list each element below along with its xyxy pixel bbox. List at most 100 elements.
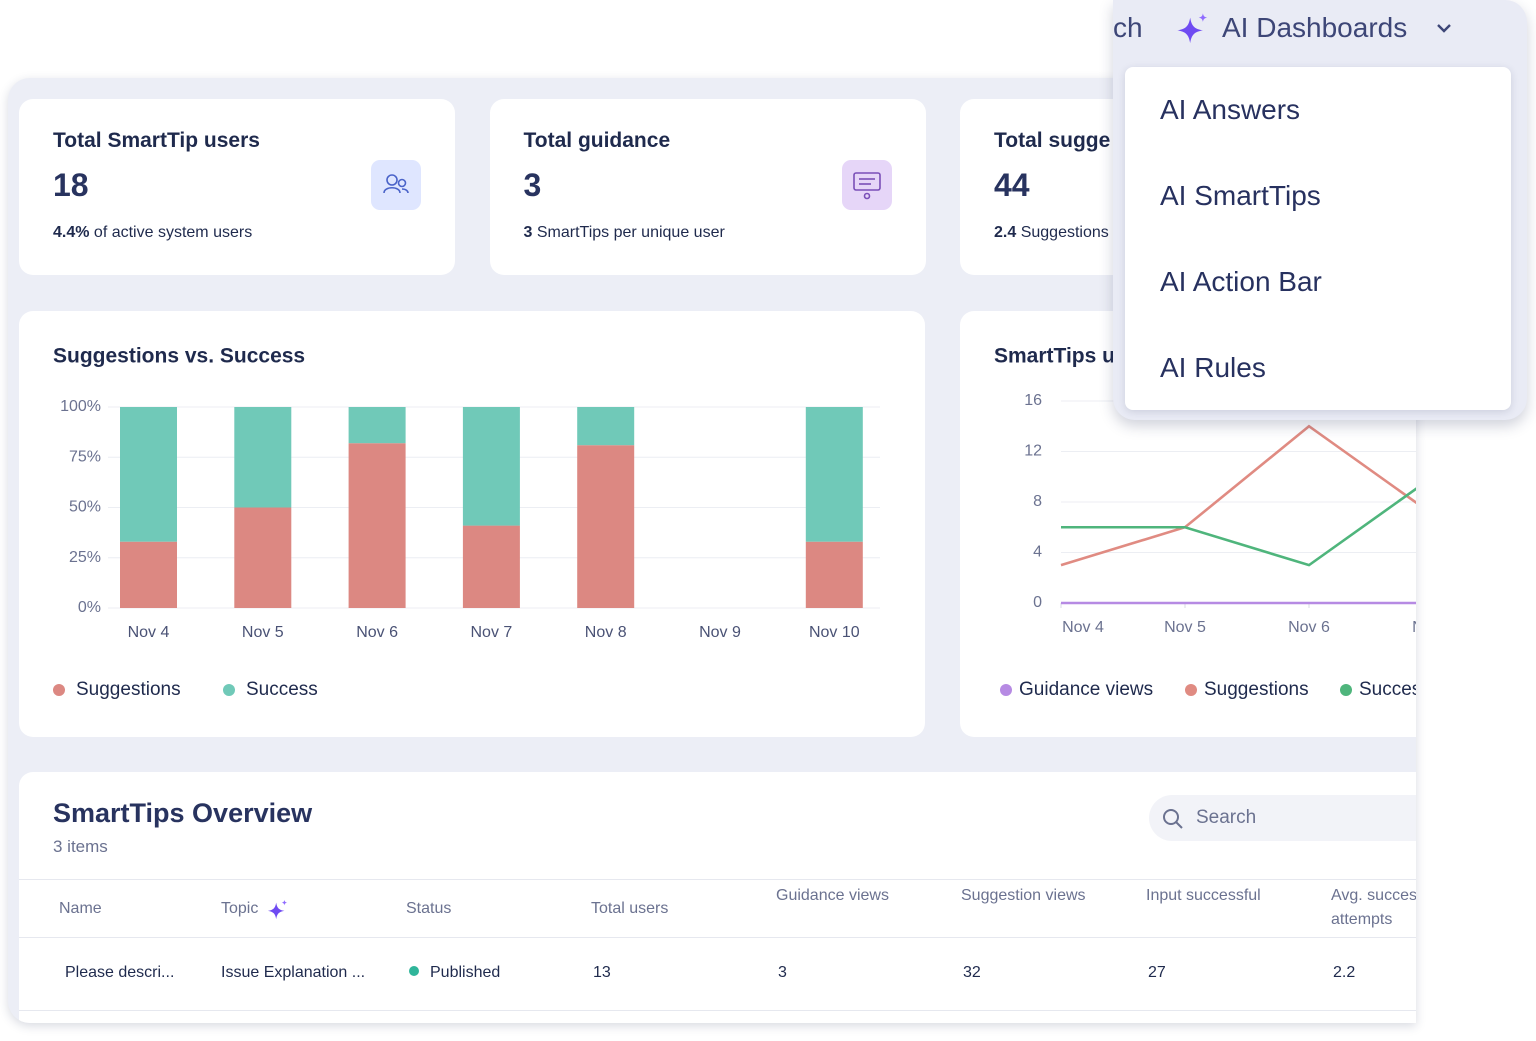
x-tick-label: Nov 9 bbox=[699, 624, 741, 641]
legend-marker bbox=[1000, 684, 1012, 696]
column-header: Name bbox=[59, 900, 102, 917]
kpi-value: 3 bbox=[523, 167, 542, 203]
table-cell: 27 bbox=[1148, 964, 1166, 981]
table-title: SmartTips Overview bbox=[53, 798, 313, 828]
menu: AI Answers AI SmartTips AI Action Bar AI Ru… bbox=[1125, 67, 1511, 410]
kpi-title: Total guidance bbox=[523, 129, 671, 152]
x-tick-label: Nov 10 bbox=[809, 624, 860, 641]
legend-label: Suggestions bbox=[76, 679, 181, 700]
x-tick-label: Nov 4 bbox=[128, 624, 170, 641]
menu-item[interactable]: AI Answers bbox=[1160, 94, 1301, 125]
kpi-subtitle: 3 SmartTips per unique user bbox=[524, 224, 725, 242]
column-header: Total users bbox=[591, 900, 669, 917]
x-tick-label: Nov 5 bbox=[1164, 619, 1206, 636]
search-placeholder: Search bbox=[1196, 807, 1257, 828]
y-tick-label: 75% bbox=[69, 448, 101, 465]
table-cell: 13 bbox=[593, 964, 611, 981]
table-cell: 32 bbox=[963, 964, 981, 981]
column-header: Topic bbox=[221, 900, 259, 917]
table-card: SmartTips Overview 3 items Search Name To… bbox=[19, 772, 1416, 1023]
bar-segment bbox=[462, 407, 520, 526]
series-line bbox=[1060, 424, 1416, 567]
column-header: Input successful bbox=[1146, 887, 1261, 904]
kpi-value: 18 bbox=[53, 167, 89, 203]
icon-shape bbox=[397, 178, 407, 188]
icon-shape bbox=[267, 902, 285, 920]
icon bbox=[383, 174, 409, 194]
kpi-sub-text: SmartTips per unique user bbox=[536, 224, 725, 241]
y-tick-label: 25% bbox=[69, 549, 101, 566]
column-header: Status bbox=[406, 900, 452, 917]
bar-segment bbox=[120, 541, 177, 608]
menu-item[interactable]: AI Action Bar bbox=[1160, 266, 1322, 297]
sparkle-icon bbox=[1177, 13, 1208, 44]
kpi-icon bbox=[371, 160, 421, 210]
icon-shape bbox=[386, 174, 398, 186]
icon-shape bbox=[281, 899, 288, 906]
column-header: Suggestion views bbox=[961, 887, 1086, 904]
menu-item[interactable]: AI Rules bbox=[1160, 352, 1266, 383]
column-header: Guidance views bbox=[776, 887, 889, 904]
bar-segment bbox=[348, 443, 406, 608]
legend-label: Success bbox=[1359, 679, 1416, 700]
search-icon bbox=[1163, 809, 1183, 829]
bar-segment bbox=[805, 541, 863, 608]
series-line bbox=[1061, 487, 1416, 567]
y-tick-label: 12 bbox=[1024, 443, 1042, 460]
kpi-value: 44 bbox=[994, 167, 1030, 203]
legend-marker bbox=[53, 684, 65, 696]
status-dot bbox=[409, 966, 419, 976]
legend-label: Suggestions bbox=[1204, 679, 1309, 700]
bar-segment bbox=[234, 507, 292, 608]
kpi-subtitle: 2.4 Suggestions bbox=[994, 224, 1109, 242]
icon-shape bbox=[401, 188, 409, 194]
bar-segment bbox=[577, 407, 635, 446]
x-tick-label: Nov 5 bbox=[242, 624, 284, 641]
kpi-sub-value: 4.4% bbox=[53, 224, 90, 241]
bar-segment bbox=[462, 525, 520, 608]
x-tick-label: Nov 7 bbox=[1412, 619, 1416, 636]
y-tick-label: 50% bbox=[69, 499, 101, 516]
kpi-title: Total SmartTip users bbox=[53, 129, 260, 152]
search-fragment: ch bbox=[1113, 12, 1143, 43]
x-tick-label: Nov 7 bbox=[471, 624, 513, 641]
y-tick-label: 0 bbox=[1033, 594, 1042, 611]
sparkle-icon bbox=[267, 899, 288, 920]
x-tick-label: Nov 6 bbox=[1288, 619, 1330, 636]
legend-marker bbox=[1185, 684, 1197, 696]
chart-card: Suggestions vs. Success 0% 25% 50% 75% 100% No… bbox=[19, 311, 925, 737]
kpi-card: Total guidance 3 3 SmartTips per unique us… bbox=[489, 99, 926, 275]
legend-marker bbox=[1340, 684, 1352, 696]
table-cell: 2.2 bbox=[1333, 964, 1356, 981]
legend-label: Guidance views bbox=[1019, 679, 1153, 700]
menu-title[interactable]: AI Dashboards bbox=[1222, 12, 1408, 43]
divider bbox=[19, 937, 1416, 938]
search-box[interactable]: Search bbox=[1149, 795, 1416, 841]
y-tick-label: 16 bbox=[1024, 392, 1042, 409]
chart-title: Suggestions vs. Success bbox=[53, 345, 305, 368]
column-header: Avg. success attempts bbox=[1331, 887, 1416, 928]
icon bbox=[852, 172, 881, 200]
chevron-icon[interactable] bbox=[1435, 19, 1453, 37]
bar-segment bbox=[348, 407, 406, 444]
legend-marker bbox=[223, 684, 235, 696]
icon-shape bbox=[863, 192, 870, 200]
bar-segment bbox=[120, 407, 177, 542]
bar-segment bbox=[805, 407, 863, 542]
x-tick-label: Nov 4 bbox=[1062, 619, 1104, 636]
item-count: 3 items bbox=[53, 837, 108, 856]
menu-item[interactable]: AI SmartTips bbox=[1160, 180, 1321, 211]
x-tick-label: Nov 6 bbox=[356, 624, 398, 641]
x-tick-label: Nov 8 bbox=[585, 624, 627, 641]
kpi-card: Total SmartTip users 18 4.4% of active sys… bbox=[19, 99, 455, 275]
ai-dashboards-dropdown: ch AI Dashboards AI Answers AI SmartTips A… bbox=[1113, 0, 1527, 420]
icon-shape bbox=[852, 172, 881, 191]
bar-segment bbox=[577, 445, 635, 608]
kpi-sub-text: of active system users bbox=[93, 224, 253, 241]
table-cell: Please descri... bbox=[65, 964, 175, 981]
chart-title: SmartTips u bbox=[994, 345, 1115, 368]
y-tick-label: 0% bbox=[78, 599, 101, 616]
kpi-subtitle: 4.4% of active system users bbox=[53, 224, 252, 242]
